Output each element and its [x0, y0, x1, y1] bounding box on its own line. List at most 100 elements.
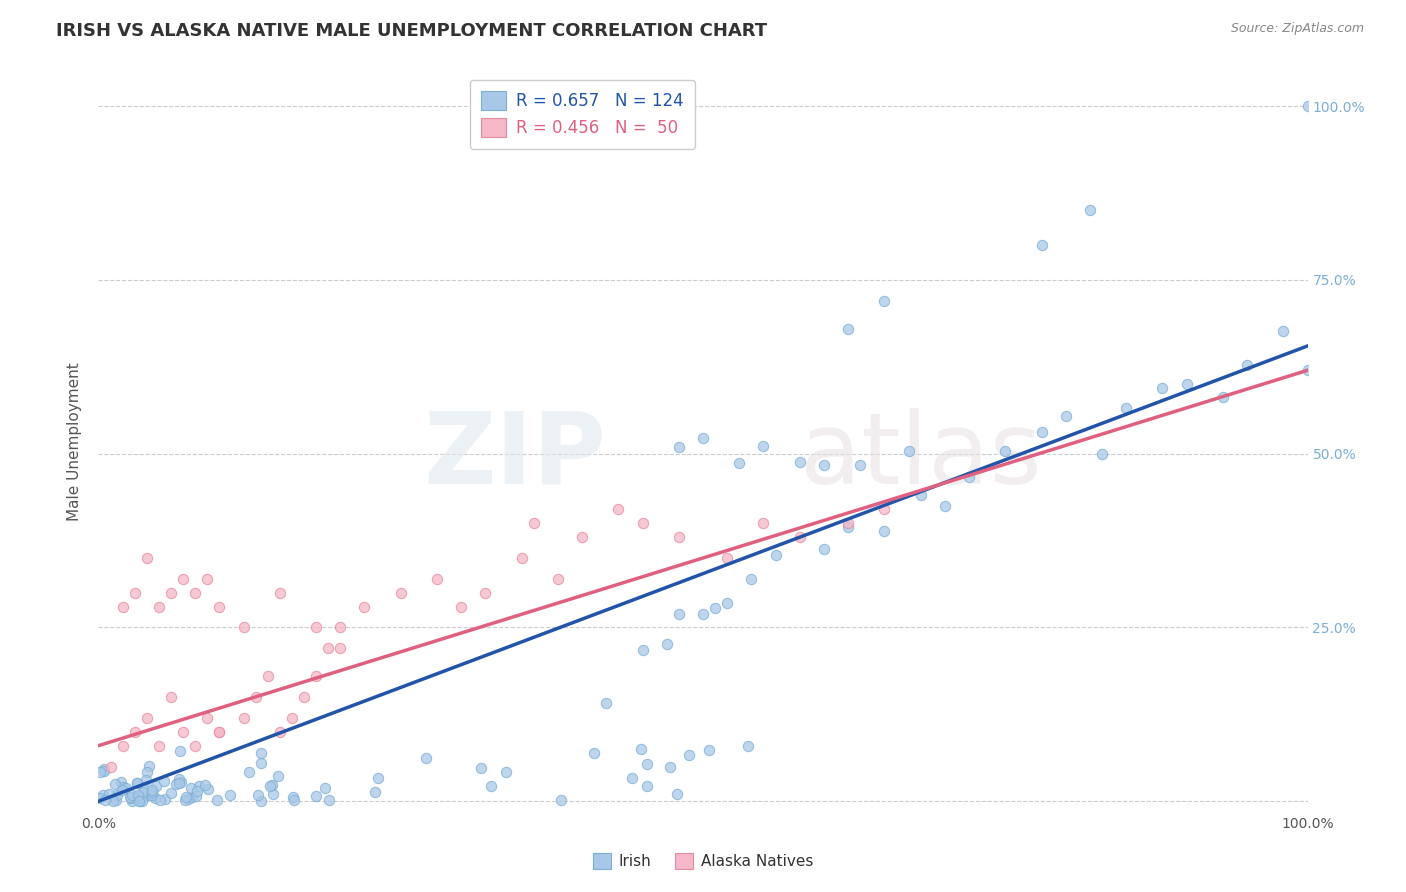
- Point: [765, 548, 787, 562]
- Point: [582, 746, 605, 760]
- Point: [186, 789, 208, 803]
- Point: [121, 789, 143, 803]
- Point: [180, 780, 202, 795]
- Point: [752, 439, 775, 453]
- Point: [174, 790, 197, 805]
- Point: [138, 788, 160, 802]
- Point: [134, 772, 156, 787]
- Point: [631, 643, 654, 657]
- Point: [118, 789, 141, 804]
- Legend: R = 0.657   N = 124, R = 0.456   N =  50: R = 0.657 N = 124, R = 0.456 N = 50: [470, 79, 696, 149]
- Point: [329, 641, 352, 656]
- Point: [186, 784, 208, 798]
- Point: [550, 793, 572, 807]
- Point: [114, 781, 136, 796]
- Point: [94, 793, 117, 807]
- Point: [1115, 401, 1137, 416]
- Point: [631, 516, 654, 531]
- Point: [849, 458, 872, 472]
- Point: [426, 572, 449, 586]
- Point: [655, 637, 678, 651]
- Point: [245, 690, 267, 704]
- Point: [957, 470, 980, 484]
- Point: [232, 711, 254, 725]
- Point: [697, 743, 720, 757]
- Point: [837, 516, 859, 531]
- Point: [93, 762, 115, 776]
- Point: [127, 788, 149, 802]
- Point: [668, 607, 690, 621]
- Point: [167, 776, 190, 790]
- Point: [1031, 238, 1053, 252]
- Point: [93, 788, 115, 802]
- Point: [100, 759, 122, 773]
- Point: [89, 790, 111, 805]
- Point: [262, 788, 284, 802]
- Point: [740, 572, 762, 586]
- Point: [873, 293, 896, 308]
- Point: [238, 765, 260, 780]
- Point: [134, 782, 156, 797]
- Point: [172, 572, 194, 586]
- Point: [994, 444, 1017, 458]
- Point: [121, 791, 143, 805]
- Point: [104, 793, 127, 807]
- Point: [479, 779, 502, 793]
- Point: [167, 772, 190, 786]
- Point: [716, 596, 738, 610]
- Point: [131, 789, 153, 804]
- Point: [138, 759, 160, 773]
- Point: [153, 792, 176, 806]
- Point: [1236, 358, 1258, 372]
- Point: [135, 551, 157, 566]
- Point: [415, 751, 437, 765]
- Point: [259, 780, 281, 794]
- Point: [318, 792, 340, 806]
- Point: [789, 530, 811, 544]
- Point: [153, 774, 176, 789]
- Point: [170, 775, 193, 789]
- Point: [128, 794, 150, 808]
- Point: [247, 788, 270, 802]
- Point: [184, 739, 207, 753]
- Point: [131, 793, 153, 807]
- Point: [813, 541, 835, 556]
- Point: [1078, 203, 1101, 218]
- Point: [194, 778, 217, 792]
- Point: [136, 765, 159, 780]
- Point: [692, 607, 714, 621]
- Point: [595, 696, 617, 710]
- Point: [364, 785, 387, 799]
- Point: [195, 711, 218, 725]
- Point: [495, 765, 517, 780]
- Point: [630, 742, 652, 756]
- Point: [292, 690, 315, 704]
- Point: [208, 599, 231, 614]
- Point: [143, 791, 166, 805]
- Point: [789, 455, 811, 469]
- Point: [571, 530, 593, 544]
- Text: IRISH VS ALASKA NATIVE MALE UNEMPLOYMENT CORRELATION CHART: IRISH VS ALASKA NATIVE MALE UNEMPLOYMENT…: [56, 22, 768, 40]
- Point: [636, 779, 658, 793]
- Point: [897, 444, 920, 458]
- Point: [262, 778, 284, 792]
- Point: [704, 601, 727, 615]
- Point: [269, 586, 291, 600]
- Point: [121, 794, 143, 808]
- Point: [1272, 324, 1295, 338]
- Point: [160, 690, 183, 704]
- Point: [523, 516, 546, 531]
- Text: atlas: atlas: [800, 408, 1042, 505]
- Point: [89, 764, 111, 779]
- Point: [620, 771, 643, 785]
- Point: [184, 586, 207, 600]
- Point: [281, 711, 304, 725]
- Point: [269, 724, 291, 739]
- Point: [607, 502, 630, 516]
- Point: [281, 790, 304, 805]
- Point: [250, 756, 273, 770]
- Point: [219, 788, 242, 802]
- Point: [107, 788, 129, 802]
- Point: [125, 776, 148, 790]
- Point: [148, 599, 170, 614]
